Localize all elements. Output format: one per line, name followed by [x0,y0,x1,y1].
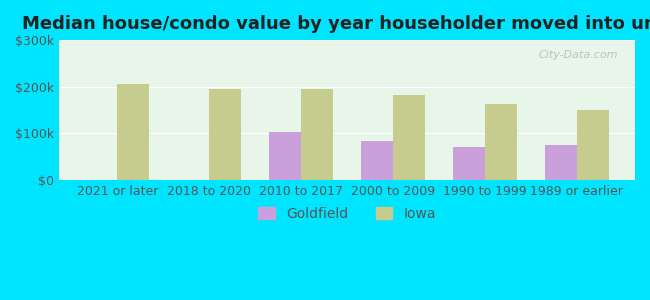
Bar [577,110,609,180]
Bar [209,89,241,180]
Bar [485,104,517,180]
Bar [545,145,577,180]
Text: City-Data.com: City-Data.com [538,50,617,60]
Bar [361,141,393,180]
Title: Median house/condo value by year householder moved into unit: Median house/condo value by year househo… [22,15,650,33]
Bar [393,95,425,180]
Bar [452,147,485,180]
Bar [301,89,333,180]
Legend: Goldfield, Iowa: Goldfield, Iowa [252,201,441,226]
Bar [269,132,301,180]
Bar [117,85,150,180]
